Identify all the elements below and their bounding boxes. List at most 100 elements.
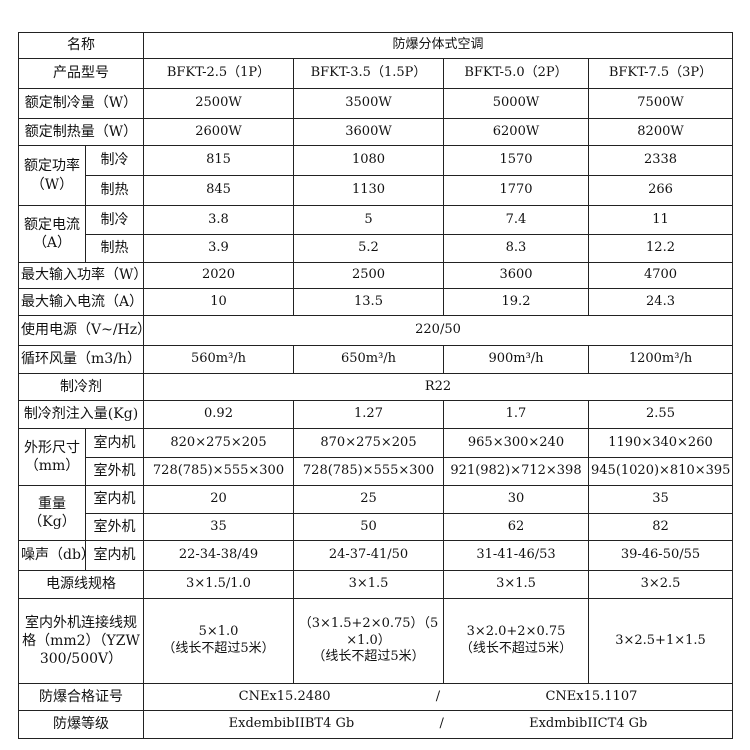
cell-lines: 5×1.0 （线长不超过5米） [146, 624, 291, 658]
text-line: （线长不超过5米） [459, 641, 573, 656]
text-line: 格（mm2）（YZW [22, 632, 140, 649]
cell: 900m³/h [443, 345, 589, 374]
spec-table: 名称 防爆分体式空调 产品型号 BFKT-2.5（1P） BFKT-3.5（1.5P） B… [18, 32, 734, 739]
cell: 室内机 [85, 485, 144, 514]
row-label: 制冷剂 [18, 373, 144, 401]
row-label: 外形尺寸 （mm） [18, 428, 86, 486]
cell: 3600W [293, 118, 444, 146]
cell: 1200m³/h [587, 345, 734, 374]
text-line: 额定功率 [24, 158, 80, 175]
cell: 8200W [587, 118, 734, 146]
table-row: 额定功率 （W） 制冷 815 1080 1570 2338 [18, 145, 734, 206]
text-line: 室内外机连接线规 [25, 614, 137, 631]
cell: 6200W [443, 118, 589, 146]
cell: 5000W [443, 88, 589, 119]
table-row: 制热 3.9 5.2 8.3 12.2 [19, 234, 734, 263]
cell: 728(785)×555×300 [293, 457, 444, 486]
row-label: 制冷剂注入量(Kg) [18, 400, 144, 429]
cell: 室内机 [85, 428, 144, 458]
table-row: 制冷剂 R22 [18, 373, 734, 401]
cell: 3×1.5/1.0 [143, 570, 294, 599]
cell: 20 [143, 485, 294, 514]
row-label: 室外机 [85, 457, 144, 486]
cell-parts: CNEx15.2480 / CNEx15.1107 [146, 689, 730, 706]
cell: R22 [142, 373, 734, 401]
cell: 31-41-46/53 [443, 540, 589, 571]
table-row: 名称 防爆分体式空调 [18, 32, 734, 59]
cell: 2.55 [587, 400, 734, 429]
cell: 30 [443, 485, 589, 514]
cell: 24.3 [587, 288, 734, 316]
cell: 8.3 [443, 234, 589, 263]
cell: BFKT-2.5（1P） [143, 58, 294, 89]
cell: 25 [293, 485, 444, 514]
cell: 728(785)×555×300 [143, 457, 294, 486]
cell-lines: 室内外机连接线规 格（mm2）（YZW 300/500V） [21, 614, 141, 669]
cell: 3×1.5 [293, 570, 444, 599]
cell: 62 [443, 513, 589, 541]
cell: 10 [143, 288, 294, 316]
table-row: 循环风量（m3/h） 560m³/h 650m³/h 900m³/h 1200m³/h [18, 345, 734, 374]
row-label: 电源线规格 [18, 570, 144, 599]
cell: 650m³/h [293, 345, 444, 374]
row-label: 额定电流 （A） [18, 205, 86, 263]
table-row: 额定制冷量（W） 2500W 3500W 5000W 7500W [18, 88, 734, 119]
row-label: 产品型号 [18, 58, 144, 89]
row-label: 额定功率 （W） [18, 145, 86, 206]
text-line: 300/500V） [39, 651, 123, 668]
cell: 2600W [143, 118, 294, 146]
cell: 39-46-50/55 [587, 540, 734, 571]
cell: 1570 [443, 145, 589, 176]
cell: 220/50 [142, 315, 734, 346]
cell: 3×1.5 [443, 570, 589, 599]
cell: 3.8 [143, 205, 294, 235]
text-line: / [439, 716, 444, 732]
cell-lines: 外形尺寸 （mm） [21, 439, 83, 475]
cell: 266 [587, 175, 734, 206]
table-row: 最大输入电流（A） 10 13.5 19.2 24.3 [18, 288, 734, 316]
cell: 3600 [443, 262, 589, 289]
text-line: （mm） [24, 458, 80, 474]
row-label: 噪声（db） [18, 540, 86, 571]
text-line: ×1.0） [346, 632, 391, 648]
cell: 35 [143, 513, 294, 541]
table-row: 额定制热量（W） 2600W 3600W 6200W 8200W [18, 118, 734, 146]
table-row: 外形尺寸 （mm） 室内机 820×275×205 870×275×205 965×300… [18, 428, 734, 486]
cell: 845 [143, 175, 294, 206]
row-label: 使用电源（V~/Hz） [18, 315, 144, 346]
cell: 1.27 [293, 400, 444, 429]
cell: 1770 [443, 175, 589, 206]
row-label: 循环风量（m3/h） [18, 345, 144, 374]
cell: 制冷 [85, 205, 144, 235]
row-label: 防爆合格证号 [18, 683, 144, 711]
text-line: ExdmbibIICT4 Gb [529, 716, 648, 732]
row-label: 最大输入功率（W） [18, 262, 144, 289]
table-row: 最大输入功率（W） 2020 2500 3600 4700 [18, 262, 734, 289]
table-row: 防爆合格证号 CNEx15.2480 / CNEx15.1107 [18, 683, 734, 711]
cell: 24-37-41/50 [293, 540, 444, 571]
text-line: （A） [32, 235, 72, 251]
text-line: （Kg） [28, 514, 76, 530]
row-label: 制热 [85, 234, 144, 263]
row-label: 室内外机连接线规 格（mm2）（YZW 300/500V） [18, 598, 144, 684]
table-row: 防爆等级 ExdembibIIBT4 Gb / ExdmbibIICT4 Gb [18, 710, 734, 739]
text-line: / [435, 688, 441, 704]
cell: 防爆分体式空调 [142, 32, 734, 59]
cell: 1190×340×260 [587, 428, 734, 458]
table-row: 噪声（db）室内机22-34-38/4924-37-41/5031-41-46/… [18, 540, 734, 571]
cell: 12.2 [587, 234, 734, 263]
cell: 35 [587, 485, 734, 514]
text-line: （线长不超过5米） [162, 641, 275, 656]
cell: 室内机 [85, 540, 144, 571]
cell: 1130 [293, 175, 444, 206]
cell: 3×2.0+2×0.75 （线长不超过5米） [443, 598, 589, 684]
cell: 82 [587, 513, 734, 541]
cell: 11 [587, 205, 734, 235]
cell: 3×2.5+1×1.5 [587, 598, 734, 684]
text-line: 5×1.0 [198, 624, 239, 640]
cell: 7.4 [443, 205, 589, 235]
cell: CNEx15.2480 / CNEx15.1107 [142, 683, 734, 711]
text-line: 3×2.0+2×0.75 [466, 624, 566, 640]
cell: 3×2.5 [587, 570, 734, 599]
